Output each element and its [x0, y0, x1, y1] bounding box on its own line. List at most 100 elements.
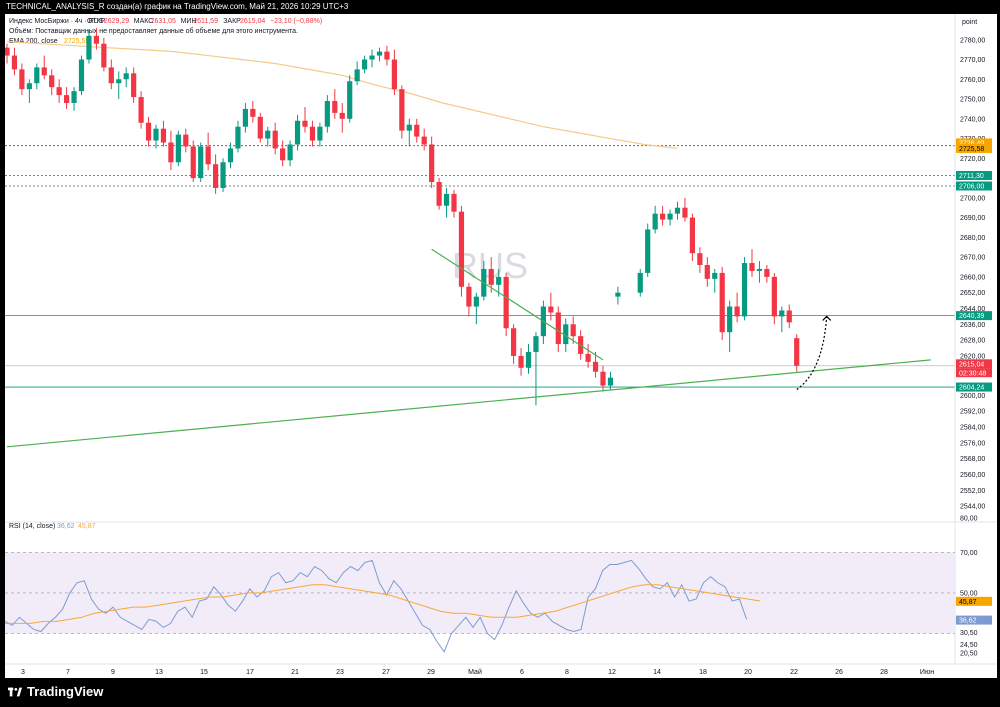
candle-body	[436, 182, 442, 206]
caption-text: TECHNICAL_ANALYSIS_R создан(а) график на…	[6, 2, 349, 11]
rsi-label: RSI (14, close)	[9, 523, 55, 530]
price-badge	[956, 138, 992, 148]
ema200-line	[6, 41, 678, 150]
rsi-tick-label: 70,00	[960, 550, 978, 557]
candle-body	[615, 292, 621, 297]
candle-body	[741, 263, 748, 317]
candle-body	[86, 35, 92, 60]
candle-body	[458, 211, 465, 287]
rsi-tick-label: 24,50	[960, 642, 978, 649]
candle-body	[443, 193, 450, 206]
time-tick-label: 28	[880, 669, 888, 676]
candle-body	[376, 51, 383, 56]
candle-body	[406, 124, 412, 131]
candle-body	[511, 328, 517, 356]
legend-ohlc-value: 2631,05	[151, 18, 176, 25]
candle-body	[93, 35, 99, 44]
price-tick-label: 2544,00	[960, 504, 985, 511]
price-tick-label: 2636,00	[960, 322, 985, 329]
candle-body	[213, 164, 219, 188]
candle-body	[19, 69, 25, 90]
candle-body	[794, 338, 800, 366]
legend-ohlc-value: 2629,29	[104, 18, 129, 25]
candle-body	[697, 253, 703, 266]
candle-body	[660, 213, 666, 220]
legend-ohlc-label: МИН	[181, 18, 197, 25]
price-tick-label: 2770,00	[960, 57, 985, 64]
price-tick-label: 2628,00	[960, 338, 985, 345]
price-tick-label: 80,00	[960, 516, 978, 523]
legend-ohlc-value: 2615,04	[240, 18, 265, 25]
price-tick-label: 2592,00	[960, 409, 985, 416]
candle-body	[727, 306, 733, 333]
chart-panel[interactable]: Индекс МосБиржи · 4ч · RUS ОТКР 2629,29 МАК…	[4, 14, 997, 678]
trendline	[431, 248, 604, 361]
price-tick-label: 2670,00	[960, 255, 985, 262]
candle-body	[198, 146, 204, 179]
candle-body	[108, 67, 114, 84]
price-tick-label: 2568,00	[960, 456, 985, 463]
candle-body	[674, 207, 681, 214]
rsi-tick-label: 50,00	[960, 590, 978, 597]
price-badge-text: 2711,30	[959, 173, 984, 180]
legend-change: −23,10 (−0,88%)	[270, 18, 322, 25]
price-badge-text: 2706,00	[959, 184, 984, 191]
candle-body	[56, 87, 62, 96]
candle-body	[466, 286, 472, 307]
time-tick-label: 20	[744, 669, 752, 676]
rsi-badge-ma	[956, 596, 992, 606]
candle-body	[294, 120, 301, 145]
legend-ema-label: EMA 200, close	[9, 38, 58, 45]
time-tick-label: Июн	[920, 669, 934, 676]
candle-body	[250, 108, 256, 117]
candle-body	[779, 310, 785, 317]
candle-body	[555, 312, 561, 345]
footer: TradingView	[0, 678, 1000, 707]
price-badge	[956, 181, 992, 191]
candle-body	[190, 146, 196, 179]
candle-body	[667, 213, 673, 220]
candle-body	[116, 79, 122, 84]
candle-body	[771, 276, 777, 317]
price-tick-label: 2720,00	[960, 156, 985, 163]
candle-body	[183, 134, 189, 147]
candle-body	[712, 272, 718, 279]
candle-body	[734, 306, 740, 317]
candle-body	[220, 162, 226, 188]
candle-body	[160, 128, 167, 143]
candle-body	[600, 371, 606, 386]
price-tick-label: 2760,00	[960, 77, 985, 84]
candle-body	[242, 108, 248, 127]
candle-body	[362, 59, 368, 70]
top-caption: TECHNICAL_ANALYSIS_R создан(а) график на…	[0, 0, 1000, 14]
candle-body	[78, 59, 85, 92]
candle-body	[369, 55, 375, 60]
candle-body	[175, 134, 181, 163]
candle-body	[227, 148, 234, 163]
legend-ema-value: 2725,58	[64, 38, 89, 45]
candle-body	[645, 229, 651, 273]
candle-body	[317, 126, 323, 141]
time-tick-label: 14	[653, 669, 661, 676]
candle-body	[280, 148, 286, 161]
candle-body	[689, 217, 695, 254]
candle-body	[756, 268, 763, 271]
candle-body	[34, 67, 40, 84]
candle-body	[145, 122, 152, 141]
legend-ohlc-label: МАКС	[134, 18, 154, 25]
candle-body	[525, 351, 532, 368]
price-tick-label: 2644,00	[960, 306, 985, 313]
price-badge-text: 2640,39	[959, 313, 984, 320]
time-tick-label: 15	[200, 669, 208, 676]
candle-body	[749, 263, 755, 271]
candle-body	[153, 128, 159, 141]
legend-ohlc-value: 2611,59	[193, 18, 218, 25]
candle-body	[131, 73, 137, 98]
price-tick-label: 2700,00	[960, 195, 985, 202]
candle-body	[607, 377, 614, 386]
candle-body	[64, 95, 70, 103]
price-badge	[956, 368, 992, 378]
candle-body	[764, 268, 770, 277]
tradingview-logo-icon	[8, 687, 22, 697]
